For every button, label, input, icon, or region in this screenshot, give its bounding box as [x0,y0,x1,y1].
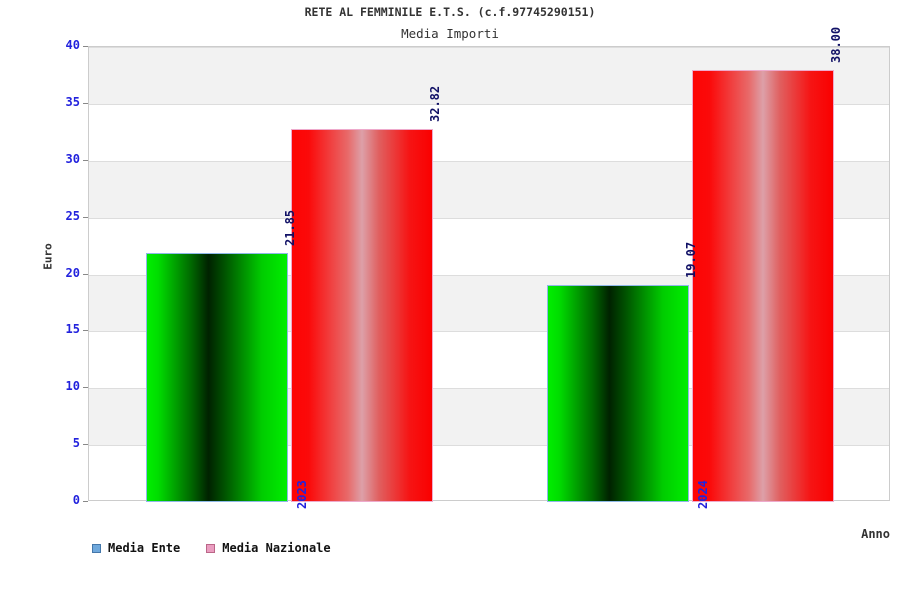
bar-2024-media-ente[interactable] [547,285,689,502]
legend-swatch-icon [92,543,101,553]
y-axis-tick-label: 10 [65,379,80,394]
y-axis-tick-mark [83,330,88,332]
x-axis-title: Anno [861,527,890,541]
gridline [89,47,889,48]
bar-value-label: 32.82 [428,85,442,122]
legend-swatch-icon [206,543,216,553]
y-axis-tick-label: 15 [65,322,80,337]
gridline [89,388,889,390]
y-axis-tick-label: 5 [72,436,80,451]
bar-2023-media-nazionale[interactable] [291,128,433,502]
plot-area [88,46,890,502]
y-axis-tick-mark [83,501,88,502]
chart-subtitle: Media Importi [401,26,499,41]
gridline [89,331,889,333]
y-axis-title: Euro [41,243,55,270]
y-axis-tick-mark [83,159,88,161]
y-axis-tick-mark [83,444,88,446]
gridline [89,274,889,276]
x-axis-tick-label: 2024 [695,480,710,509]
bar-value-label: 21.85 [283,210,297,247]
legend-item-media-ente[interactable]: Media Ente [92,541,180,555]
chart-legend: Media Ente Media Nazionale [92,540,357,556]
gridline [89,103,889,105]
legend-item-media-nazionale[interactable]: Media Nazionale [206,541,331,555]
gridline [89,445,889,447]
y-axis-tick-label: 25 [65,208,80,223]
chart-title: RETE AL FEMMINILE E.T.S. (c.f.9774529015… [304,5,596,19]
legend-label: Media Ente [108,541,181,555]
legend-label: Media Nazionale [222,541,331,555]
y-axis-tick-mark [83,387,88,389]
y-axis-tick-label: 35 [65,94,80,109]
y-axis-tick-label: 20 [65,265,80,280]
bar-value-label: 38.00 [829,26,843,63]
y-axis-tick-mark [83,102,88,104]
y-axis-tick-mark [83,46,88,47]
bar-2024-media-nazionale[interactable] [692,69,834,502]
y-axis-tick-mark [83,273,88,275]
y-axis-tick-label: 30 [65,151,80,166]
bar-value-label: 19.07 [684,241,698,279]
y-axis-tick-label: 40 [65,38,80,52]
gridline [89,217,889,219]
gridline [89,160,889,162]
x-axis-tick-label: 2023 [294,480,309,509]
y-axis-tick-label: 0 [72,493,80,507]
bar-2023-media-ente[interactable] [146,253,288,502]
y-axis-tick-mark [83,216,88,218]
